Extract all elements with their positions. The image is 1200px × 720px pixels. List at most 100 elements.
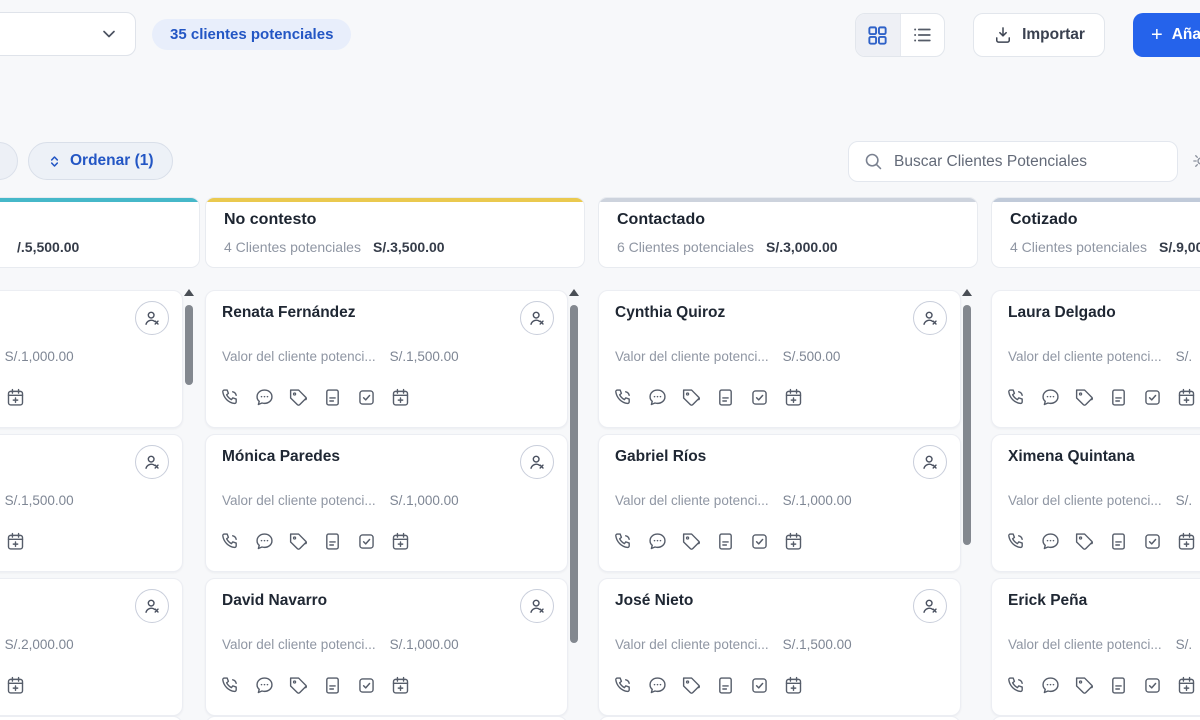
unassigned-owner-icon[interactable] [520,445,554,479]
chat-icon[interactable] [254,531,275,552]
pipeline-dropdown[interactable] [0,12,136,56]
unassigned-owner-icon[interactable] [913,301,947,335]
tag-icon[interactable] [288,675,309,696]
event-icon[interactable] [5,387,26,408]
tag-icon[interactable] [1074,387,1095,408]
event-icon[interactable] [1176,531,1197,552]
lead-card[interactable]: Valor del cliente potenci... S/.1,500.00 [0,434,183,572]
unassigned-owner-icon[interactable] [913,445,947,479]
call-icon[interactable] [220,531,241,552]
lead-card[interactable]: José Nieto Valor del cliente potenci... … [598,578,961,716]
task-icon[interactable] [749,531,770,552]
scroll-up-arrow[interactable] [184,289,194,296]
task-icon[interactable] [749,387,770,408]
unassigned-owner-icon[interactable] [913,589,947,623]
add-lead-button[interactable]: + Aña [1133,13,1200,57]
chat-icon[interactable] [1040,531,1061,552]
note-icon[interactable] [715,675,736,696]
task-icon[interactable] [1142,387,1163,408]
search-box[interactable] [848,141,1178,182]
chat-icon[interactable] [254,675,275,696]
lead-card-partial[interactable] [205,716,568,720]
filter-pill-clipped[interactable] [0,142,18,180]
event-icon[interactable] [1176,675,1197,696]
event-icon[interactable] [390,387,411,408]
column-scrollbar[interactable] [569,289,579,643]
search-input[interactable] [894,152,1163,171]
chat-icon[interactable] [647,531,668,552]
call-icon[interactable] [220,387,241,408]
list-view-button[interactable] [899,14,945,56]
lead-card[interactable]: Cynthia Quiroz Valor del cliente potenci… [598,290,961,428]
task-icon[interactable] [1142,675,1163,696]
note-icon[interactable] [322,675,343,696]
lead-card[interactable]: Ximena Quintana Valor del cliente potenc… [991,434,1200,572]
event-icon[interactable] [5,531,26,552]
tag-icon[interactable] [288,387,309,408]
import-button[interactable]: Importar [973,13,1105,57]
scroll-up-arrow[interactable] [569,289,579,296]
tag-icon[interactable] [1074,675,1095,696]
call-icon[interactable] [613,531,634,552]
lead-card[interactable]: Gabriel Ríos Valor del cliente potenci..… [598,434,961,572]
event-icon[interactable] [5,675,26,696]
sort-button[interactable]: Ordenar (1) [28,142,173,180]
stage-header[interactable]: No contesto 4 Clientes potenciales S/.3,… [205,197,585,268]
tag-icon[interactable] [681,387,702,408]
call-icon[interactable] [1006,387,1027,408]
lead-card-partial[interactable] [0,716,183,720]
call-icon[interactable] [1006,531,1027,552]
note-icon[interactable] [1108,387,1129,408]
task-icon[interactable] [1142,531,1163,552]
tag-icon[interactable] [288,531,309,552]
note-icon[interactable] [1108,675,1129,696]
unassigned-owner-icon[interactable] [135,301,169,335]
note-icon[interactable] [715,387,736,408]
call-icon[interactable] [613,387,634,408]
unassigned-owner-icon[interactable] [135,589,169,623]
note-icon[interactable] [322,387,343,408]
note-icon[interactable] [715,531,736,552]
call-icon[interactable] [613,675,634,696]
lead-card[interactable]: Valor del cliente potenci... S/.2,000.00 [0,578,183,716]
lead-card-partial[interactable] [991,716,1200,720]
task-icon[interactable] [356,387,377,408]
lead-card[interactable]: Valor del cliente potenci... S/.1,000.00 [0,290,183,428]
stage-header[interactable]: Cotizado 4 Clientes potenciales S/.9,00 [991,197,1200,268]
call-icon[interactable] [220,675,241,696]
lead-card[interactable]: Renata Fernández Valor del cliente poten… [205,290,568,428]
kanban-view-button[interactable] [856,14,900,56]
settings-gear-icon[interactable] [1192,152,1200,170]
lead-card-partial[interactable] [598,716,961,720]
note-icon[interactable] [322,531,343,552]
chat-icon[interactable] [1040,675,1061,696]
stage-header[interactable]: Contactado 6 Clientes potenciales S/.3,0… [598,197,978,268]
chat-icon[interactable] [647,387,668,408]
scrollbar-thumb[interactable] [185,305,193,385]
event-icon[interactable] [390,675,411,696]
lead-card[interactable]: Laura Delgado Valor del cliente potenci.… [991,290,1200,428]
tag-icon[interactable] [681,531,702,552]
scroll-up-arrow[interactable] [962,289,972,296]
event-icon[interactable] [783,531,804,552]
chat-icon[interactable] [647,675,668,696]
chat-icon[interactable] [1040,387,1061,408]
tag-icon[interactable] [1074,531,1095,552]
note-icon[interactable] [1108,531,1129,552]
tag-icon[interactable] [681,675,702,696]
task-icon[interactable] [356,675,377,696]
unassigned-owner-icon[interactable] [520,301,554,335]
scrollbar-thumb[interactable] [570,305,578,643]
scrollbar-thumb[interactable] [963,305,971,545]
column-scrollbar[interactable] [184,289,194,385]
stage-header[interactable]: /.5,500.00 [0,197,200,268]
call-icon[interactable] [1006,675,1027,696]
task-icon[interactable] [749,675,770,696]
column-scrollbar[interactable] [962,289,972,545]
chat-icon[interactable] [254,387,275,408]
event-icon[interactable] [1176,387,1197,408]
event-icon[interactable] [783,387,804,408]
lead-card[interactable]: David Navarro Valor del cliente potenci.… [205,578,568,716]
event-icon[interactable] [390,531,411,552]
unassigned-owner-icon[interactable] [135,445,169,479]
